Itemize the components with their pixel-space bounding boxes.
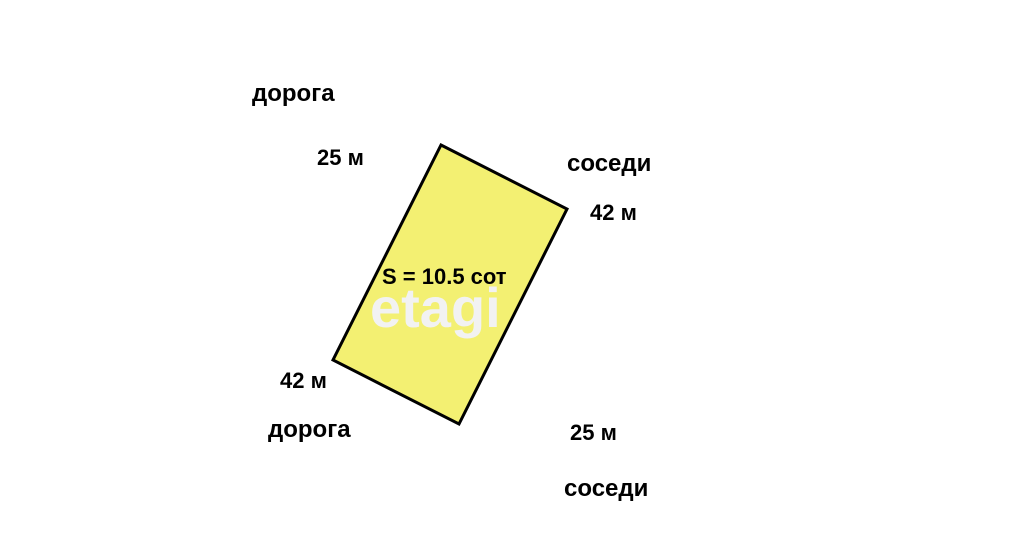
label-dim-top-right: 42 м [590,200,637,226]
plot-canvas [0,0,1027,553]
label-neighbors-bottom: соседи [564,475,648,503]
label-dim-bottom-right: 25 м [570,420,617,446]
label-neighbors-top: соседи [567,150,651,178]
label-road-top: дорога [252,80,335,108]
label-road-bottom: дорога [268,416,351,444]
label-dim-bottom-left: 42 м [280,368,327,394]
label-dim-top-left: 25 м [317,145,364,171]
label-area: S = 10.5 сот [382,264,507,290]
